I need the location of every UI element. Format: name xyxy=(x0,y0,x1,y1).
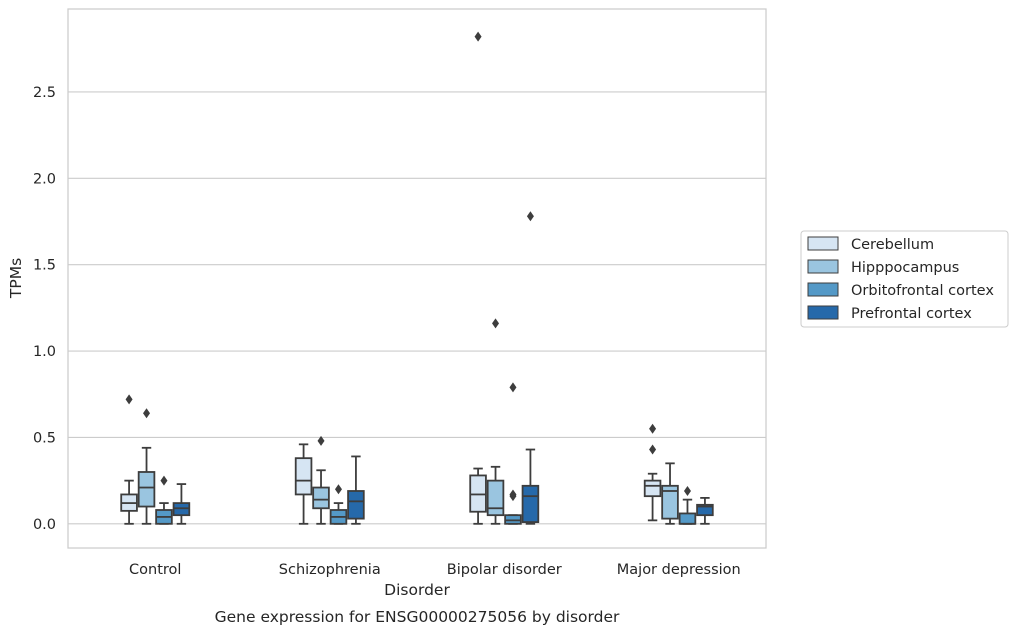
box-group xyxy=(312,435,330,525)
outlier-point xyxy=(526,211,534,222)
outlier-point xyxy=(509,382,517,393)
outlier-point xyxy=(160,475,168,486)
legend-swatch xyxy=(807,305,839,320)
box xyxy=(347,490,365,520)
outlier-point xyxy=(649,423,657,434)
legend-frame xyxy=(800,230,1009,328)
box-group xyxy=(120,394,138,525)
box xyxy=(294,457,313,496)
boxes xyxy=(120,31,714,525)
outlier-point xyxy=(474,31,482,42)
box-group xyxy=(486,318,505,525)
x-tick-label: Bipolar disorder xyxy=(447,562,562,578)
box-group xyxy=(696,497,714,525)
box-group xyxy=(347,455,365,525)
x-tick-label: Control xyxy=(129,562,181,578)
box-group xyxy=(661,462,679,525)
box-group xyxy=(521,211,540,525)
box-group xyxy=(137,408,156,525)
plot-area-frame xyxy=(67,8,767,549)
legend-label: Prefrontal cortex xyxy=(851,306,972,322)
y-tick-label: 0.5 xyxy=(33,430,56,446)
box xyxy=(696,503,714,517)
outlier-point xyxy=(509,489,517,500)
y-tick-label: 2.0 xyxy=(33,171,56,187)
legend-label: Hipppocampus xyxy=(851,260,959,276)
y-tick-labels: 0.0 0.5 1.0 1.5 2.0 2.5 xyxy=(33,85,56,533)
outlier-point xyxy=(317,435,325,446)
outlier-point xyxy=(683,485,691,496)
x-tick-label: Schizophrenia xyxy=(279,562,381,578)
outlier-point xyxy=(125,394,133,405)
box-group xyxy=(678,485,697,525)
legend-swatch xyxy=(807,259,839,274)
legend-swatch xyxy=(807,282,839,297)
legend-label: Cerebellum xyxy=(851,237,934,253)
outlier-point xyxy=(143,408,151,419)
outlier-point xyxy=(334,484,342,495)
legend-label: Orbitofrontal cortex xyxy=(851,283,994,299)
box-group xyxy=(294,443,313,525)
box xyxy=(137,471,156,508)
x-axis-label: Disorder xyxy=(384,581,450,599)
box-group xyxy=(504,382,522,525)
outlier-point xyxy=(492,318,500,329)
box xyxy=(312,486,330,510)
y-tick-label: 2.5 xyxy=(33,85,56,101)
y-tick-label: 1.5 xyxy=(33,258,56,274)
chart-caption: Gene expression for ENSG00000275056 by d… xyxy=(215,608,620,626)
box-group xyxy=(469,31,487,525)
box-group xyxy=(329,484,348,525)
x-tick-label: Major depression xyxy=(617,562,741,578)
box xyxy=(678,512,697,525)
box-group xyxy=(172,483,191,525)
box xyxy=(661,484,679,520)
legend-swatch xyxy=(807,236,839,251)
y-tick-label: 1.0 xyxy=(33,344,56,360)
box xyxy=(521,484,540,523)
box-group xyxy=(643,423,662,522)
legend: Cerebellum Hipppocampus Orbitofrontal cort… xyxy=(800,230,1009,328)
outlier-point xyxy=(649,444,657,455)
box-group xyxy=(155,475,173,525)
box xyxy=(486,479,505,517)
box xyxy=(643,479,662,498)
gridlines xyxy=(68,91,766,525)
y-tick-label: 0.0 xyxy=(33,517,56,533)
x-tick-labels: Control Schizophrenia Bipolar disorder Majo… xyxy=(129,562,741,578)
y-axis-label: TPMs xyxy=(7,258,25,299)
